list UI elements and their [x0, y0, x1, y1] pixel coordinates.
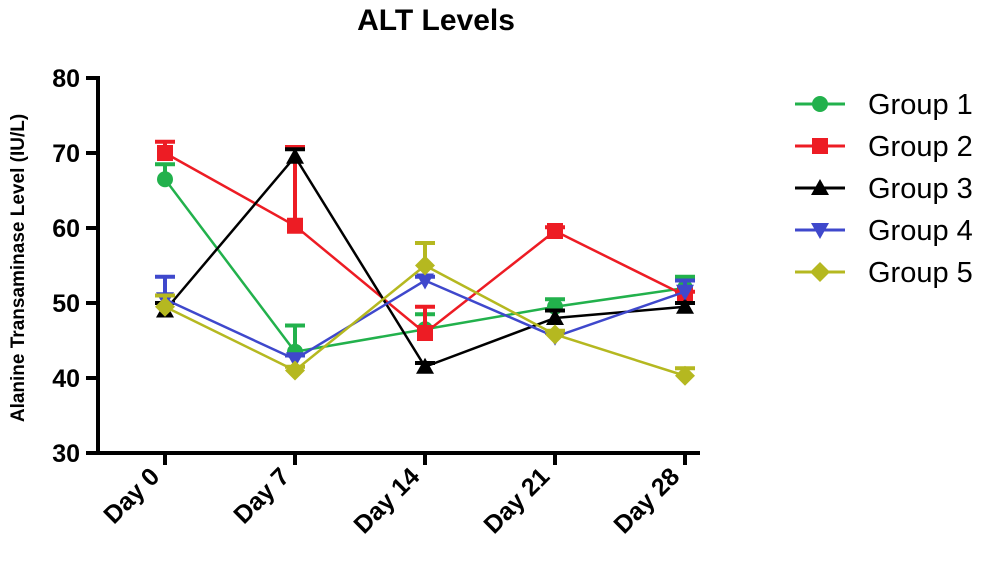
data-point [286, 352, 304, 369]
legend-label: Group 3 [868, 173, 973, 205]
legend-marker [812, 96, 828, 112]
y-axis-ticks: 30 40 50 60 70 80 [52, 65, 98, 468]
legend-item: Group 3 [795, 173, 973, 205]
x-tick-label: Day 28 [608, 462, 685, 539]
legend-marker [812, 138, 828, 154]
x-tick-label: Day 0 [98, 462, 165, 529]
legend-item: Group 4 [795, 215, 973, 247]
legend-marker [810, 262, 830, 282]
legend-label: Group 1 [868, 89, 973, 121]
data-point [285, 360, 305, 381]
legend-item: Group 1 [795, 89, 973, 121]
data-point [287, 217, 303, 234]
legend-label: Group 5 [868, 257, 973, 289]
legend: Group 1 Group 2 Group 3 Group 4 Group 5 [795, 89, 973, 289]
legend-label: Group 2 [868, 131, 973, 163]
data-point [545, 324, 565, 345]
x-tick-label: Day 7 [228, 462, 295, 529]
plot-area [155, 139, 695, 386]
x-axis-ticks: Day 0 Day 7 Day 14 Day 21 Day 28 [98, 453, 687, 539]
legend-item: Group 5 [795, 257, 973, 289]
legend-item: Group 2 [795, 131, 973, 163]
data-point [416, 357, 434, 374]
y-tick-label: 80 [52, 65, 80, 93]
legend-label: Group 4 [868, 215, 973, 247]
x-tick-label: Day 21 [478, 462, 555, 539]
y-tick-label: 30 [52, 440, 80, 468]
y-tick-label: 60 [52, 215, 80, 243]
data-point [417, 325, 433, 341]
x-tick-label: Day 14 [348, 462, 425, 539]
data-point [546, 309, 564, 325]
legend-marker [811, 179, 829, 195]
y-tick-label: 70 [52, 140, 80, 168]
series-5 [155, 241, 695, 386]
data-point [286, 147, 304, 164]
y-axis-label: Alanine Transaminase Level (IU/L) [8, 114, 29, 422]
data-point [675, 365, 695, 386]
data-point [415, 255, 435, 276]
data-point [416, 273, 434, 290]
series-3 [155, 147, 695, 374]
data-point [547, 223, 563, 239]
y-tick-label: 40 [52, 365, 80, 393]
data-point [155, 296, 175, 317]
y-tick-label: 50 [52, 290, 80, 318]
legend-marker [811, 223, 829, 239]
data-point [157, 145, 173, 161]
data-point [676, 297, 694, 314]
chart-title: ALT Levels [357, 4, 515, 37]
data-point [157, 171, 173, 188]
data-point [676, 284, 694, 301]
